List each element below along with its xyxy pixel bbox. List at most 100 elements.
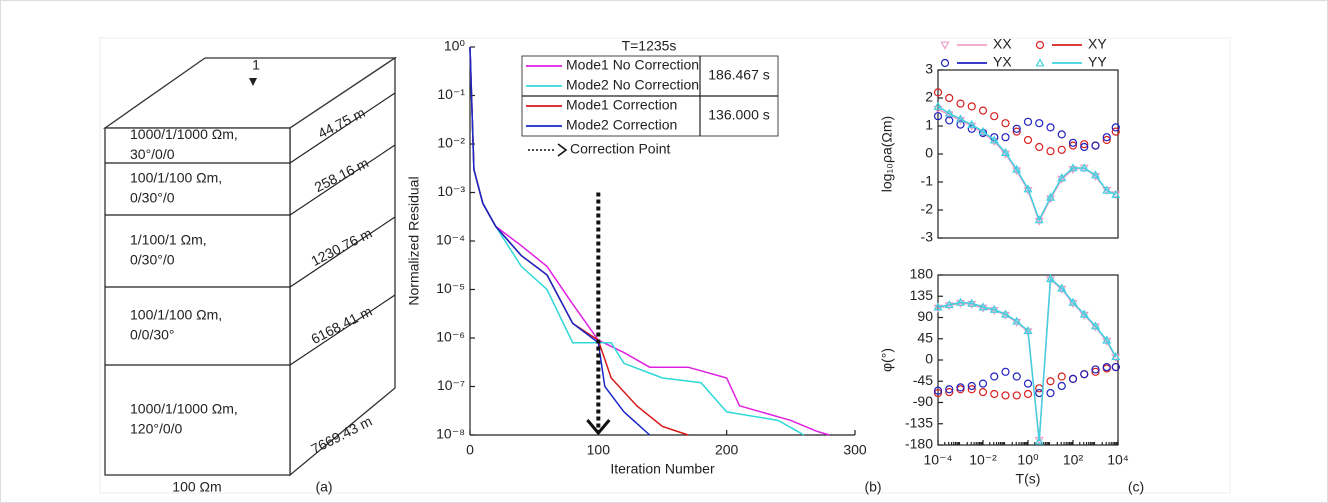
layer-boundary-side [289,92,396,164]
correction-arrowhead [586,419,611,436]
data-point [933,112,943,121]
y-tick-label: -180 [905,436,933,452]
data-point [1023,328,1033,337]
y-tick-label: 10⁻⁷ [437,377,465,393]
data-point [1102,335,1112,344]
layer-property: 30°/0/0 [130,146,175,162]
data-point [933,388,943,398]
data-point [955,297,966,306]
y-tick-label: 180 [910,266,934,282]
data-point [955,116,966,126]
x-axis-label: T(s) [1016,471,1041,487]
x-tick-label: 100 [587,442,611,458]
x-tick-label: 10⁰ [1017,452,1039,468]
data-point [1111,354,1121,363]
chart-title: T=1235s [622,38,677,54]
data-point [967,102,976,111]
legend-label: Mode2 No Correction [566,77,699,93]
y-tick-label: -2 [921,201,934,217]
series-line [937,277,1117,442]
data-point [1068,297,1078,306]
data-point [978,388,988,397]
legend-time: 136.000 s [708,107,770,123]
data-point [967,385,976,394]
data-point [989,135,999,144]
data-point [1012,124,1021,133]
series-line [469,46,651,436]
legend-label: XX [993,36,1012,52]
legend-label: XY [1088,36,1107,52]
data-point [1034,436,1044,445]
x-tick-label: 0 [466,442,474,458]
data-point [1023,135,1033,145]
data-point [933,302,943,311]
data-point [1068,141,1078,150]
y-tick-label: -90 [913,393,933,409]
data-point [1068,374,1078,383]
x-tick-label: 10⁻² [969,452,997,468]
data-point [1080,370,1089,379]
x-tick-label: 10² [1063,452,1084,468]
data-point [1023,184,1033,193]
data-point [944,300,954,309]
data-point [1023,389,1033,399]
legend-label: Mode1 No Correction [566,57,699,73]
data-point [1046,377,1055,386]
data-point [967,381,976,391]
x-axis-label: Iteration Number [610,461,715,477]
y-tick-label: -3 [921,229,934,245]
data-point [1091,141,1100,150]
data-point [967,298,977,307]
data-point [978,304,988,313]
data-point [1111,127,1120,136]
data-point [1035,142,1044,152]
data-point [1000,309,1011,318]
data-point [1080,140,1089,149]
data-point [1102,362,1111,372]
y-tick-label: 0 [925,351,933,367]
data-point [945,116,954,125]
data-point [1012,372,1021,381]
y-tick-label: -45 [913,372,933,388]
data-point [940,58,950,68]
y-tick-label: 10⁰ [444,38,466,54]
data-point [945,388,954,397]
data-point [944,108,954,117]
layer-property: 0/30°/0 [130,252,175,268]
layer-boundary-side [289,144,396,216]
data-point [1001,367,1010,376]
y-tick-label: 10⁻⁸ [436,426,465,442]
legend-label: YY [1088,54,1107,70]
layer-property: 120°/0/0 [130,421,183,437]
data-point [1023,117,1033,126]
y-tick-label: 2 [925,89,933,105]
data-point [1102,135,1111,145]
data-point [1023,379,1033,388]
data-point [955,299,966,309]
data-point [978,379,988,388]
data-point [933,386,943,395]
data-point [967,119,977,129]
data-point [945,93,954,103]
data-point [1012,391,1021,400]
y-tick-label: 135 [910,287,934,303]
data-point [1079,163,1089,172]
data-point [1111,123,1120,132]
data-point [1057,145,1066,154]
y-axis-label: Normalized Residual [406,176,422,305]
data-point [1079,309,1089,318]
annotation-label: Correction Point [570,141,670,157]
layer-property: 0/0/30° [130,327,175,343]
data-point [933,304,943,313]
layer-boundary-side [289,294,396,366]
legend-label: Mode1 Correction [566,97,677,113]
data-point [1057,372,1066,381]
data-point [1034,215,1044,224]
data-point [1035,58,1045,67]
data-point [1046,388,1055,398]
data-point [1001,133,1010,142]
y-tick-label: 10⁻² [437,135,465,151]
data-point [1045,274,1056,283]
data-point [990,372,999,381]
data-point [1057,283,1067,292]
